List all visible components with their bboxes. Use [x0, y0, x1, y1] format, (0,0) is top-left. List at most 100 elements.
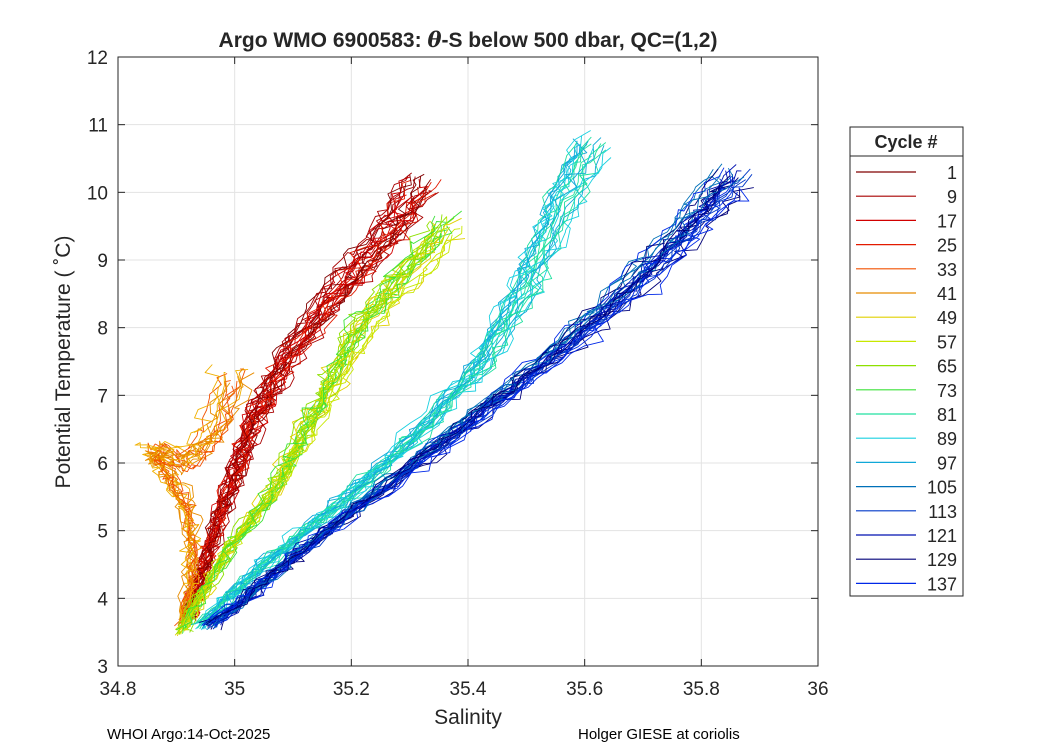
- legend-label: 25: [937, 236, 957, 256]
- legend-label: 89: [937, 429, 957, 449]
- legend-label: 1: [947, 163, 957, 183]
- y-tick-label: 12: [87, 48, 108, 69]
- y-tick-label: 4: [97, 589, 108, 610]
- cycle-trace-orange: [144, 375, 228, 626]
- cycle-trace-yellow-green: [183, 223, 436, 632]
- y-axis-label: Potential Temperature ( ˚C): [52, 236, 75, 489]
- y-tick-label: 6: [97, 454, 108, 475]
- cycle-trace-cyan: [196, 142, 607, 623]
- legend-item: 137: [856, 574, 957, 594]
- legend-item: 57: [856, 332, 957, 352]
- legend-item: 25: [856, 236, 957, 256]
- cycle-trace-yellow-green: [186, 226, 439, 630]
- cycle-trace-early: [180, 189, 425, 618]
- legend-item: 33: [856, 260, 957, 280]
- cycle-trace-cyan: [191, 149, 607, 625]
- legend-label: 97: [937, 453, 957, 473]
- cycle-trace-orange: [149, 368, 249, 627]
- legend-label: 57: [937, 332, 957, 352]
- cycle-trace-early: [178, 191, 439, 620]
- legend-label: 41: [937, 284, 957, 304]
- title-suffix: -S below 500 dbar, QC=(1,2): [441, 29, 717, 52]
- y-tick-label: 7: [97, 386, 108, 407]
- legend-label: 9: [947, 187, 957, 207]
- legend-label: 113: [928, 502, 957, 522]
- legend-item: 121: [856, 526, 957, 546]
- legend-item: 89: [856, 429, 957, 449]
- legend-item: 41: [856, 284, 957, 304]
- cycle-trace-yellow-green: [182, 233, 442, 633]
- y-tick-label: 11: [88, 116, 108, 137]
- title-prefix: Argo WMO 6900583:: [219, 29, 428, 52]
- x-tick-label: 34.8: [100, 679, 137, 700]
- legend-label: 73: [937, 381, 957, 401]
- cycle-trace-orange: [154, 368, 246, 627]
- y-tick-label: 5: [97, 522, 108, 543]
- legend-label: 17: [937, 211, 957, 231]
- chart-title: Argo WMO 6900583: θ-S below 500 dbar, QC…: [219, 27, 718, 52]
- legend-title: Cycle #: [874, 132, 937, 152]
- cycle-trace-blue: [205, 175, 731, 626]
- y-tick-label: 8: [97, 319, 108, 340]
- footer-left: WHOI Argo:14-Oct-2025: [107, 726, 271, 743]
- x-tick-label: 35: [224, 679, 245, 700]
- x-tick-label: 35.8: [683, 679, 720, 700]
- legend-item: 17: [856, 211, 957, 231]
- cycle-trace-cyan: [203, 141, 578, 625]
- cycle-trace-early: [183, 195, 404, 617]
- legend-item: 81: [856, 405, 957, 425]
- cycle-trace-cyan: [200, 147, 576, 623]
- cycle-trace-yellow-green: [182, 221, 448, 634]
- cycle-trace-yellow-green: [176, 216, 447, 635]
- footer-right: Holger GIESE at coriolis: [578, 726, 740, 743]
- legend-item: 97: [856, 453, 957, 473]
- legend-item: 49: [856, 308, 957, 328]
- cycle-trace-cyan: [199, 130, 591, 630]
- axis-ticks: 34.8 35 35.2 35.4 35.6 35.8 36 3 4 5 6 7 8 9 10 11 12: [87, 48, 829, 700]
- legend-label: 121: [927, 526, 957, 546]
- legend-label: 105: [927, 478, 957, 498]
- cycle-trace-early: [180, 172, 412, 617]
- legend-item: 113: [856, 502, 957, 522]
- cycle-trace-cyan: [205, 157, 612, 622]
- cycle-trace-cyan: [201, 140, 589, 629]
- cycle-trace-blue: [207, 191, 738, 624]
- x-tick-label: 35.4: [450, 679, 487, 700]
- cycle-trace-orange: [154, 380, 238, 624]
- legend: Cycle # 1 9 17 25 33 41 49 57 65 73 81 89 97 105 113 12…: [849, 126, 964, 597]
- legend-label: 65: [937, 357, 957, 377]
- y-tick-label: 3: [97, 657, 108, 678]
- legend-item: 9: [856, 187, 957, 207]
- cycle-trace-yellow-green: [180, 226, 450, 635]
- legend-label: 49: [937, 308, 957, 328]
- cycle-trace-yellow-green: [175, 215, 436, 631]
- cycle-trace-orange: [142, 383, 223, 630]
- legend-item: 1: [856, 163, 957, 183]
- cycle-trace-orange: [153, 385, 235, 625]
- cycle-trace-yellow-green: [186, 228, 435, 631]
- cycle-trace-blue: [210, 170, 742, 622]
- cycle-trace-early: [185, 174, 409, 615]
- cycle-trace-early: [186, 192, 422, 618]
- y-tick-label: 9: [97, 251, 108, 272]
- x-tick-label: 35.2: [333, 679, 370, 700]
- legend-item: 105: [856, 478, 957, 498]
- x-axis-label: Salinity: [434, 706, 502, 729]
- cycle-trace-yellow-green: [189, 214, 443, 633]
- cycle-trace-orange: [144, 376, 242, 624]
- legend-label: 33: [937, 260, 957, 280]
- legend-item: 129: [856, 550, 957, 570]
- y-tick-label: 10: [87, 183, 108, 204]
- title-theta: θ: [427, 27, 441, 52]
- legend-label: 129: [927, 550, 957, 570]
- cycle-trace-blue: [211, 176, 745, 628]
- legend-label: 137: [927, 574, 957, 594]
- legend-label: 81: [937, 405, 957, 425]
- data-traces: [134, 130, 754, 637]
- legend-box: [849, 126, 964, 597]
- x-tick-label: 35.6: [566, 679, 603, 700]
- cycle-trace-orange: [157, 367, 244, 626]
- legend-item: 73: [856, 381, 957, 401]
- x-tick-label: 36: [807, 679, 828, 700]
